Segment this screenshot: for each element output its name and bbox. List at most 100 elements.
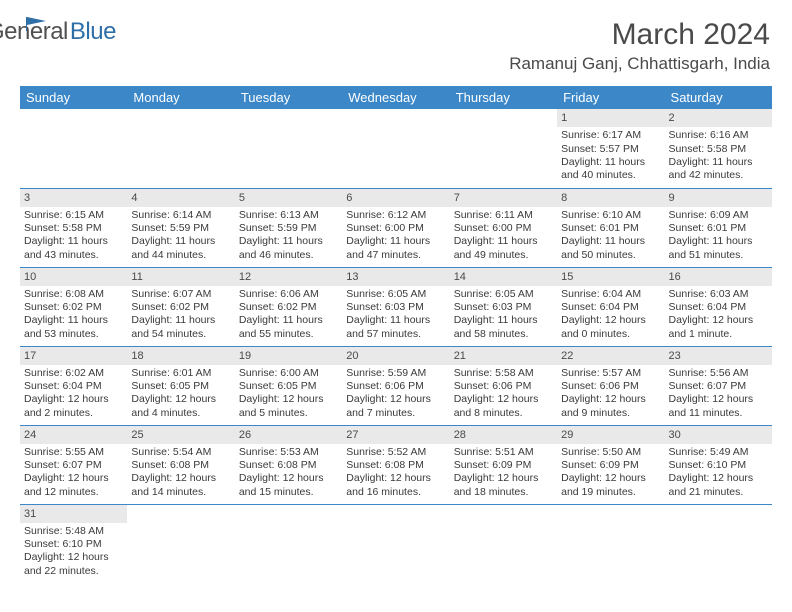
day-number: 14 — [450, 268, 557, 286]
daylight-text: Daylight: 12 hours and 15 minutes. — [239, 472, 338, 499]
sunrise-text: Sunrise: 5:52 AM — [346, 446, 445, 459]
calendar-cell: 6Sunrise: 6:12 AMSunset: 6:00 PMDaylight… — [342, 188, 449, 267]
daylight-text: Daylight: 12 hours and 4 minutes. — [131, 393, 230, 420]
sunrise-text: Sunrise: 6:10 AM — [561, 209, 660, 222]
sunset-text: Sunset: 6:06 PM — [454, 380, 553, 393]
day-content: Sunrise: 6:03 AMSunset: 6:04 PMDaylight:… — [665, 286, 772, 346]
day-content: Sunrise: 5:54 AMSunset: 6:08 PMDaylight:… — [127, 444, 234, 504]
calendar-cell: 23Sunrise: 5:56 AMSunset: 6:07 PMDayligh… — [665, 346, 772, 425]
calendar-cell — [342, 109, 449, 188]
day-number: 2 — [665, 109, 772, 127]
sunset-text: Sunset: 6:10 PM — [669, 459, 768, 472]
sunrise-text: Sunrise: 6:03 AM — [669, 288, 768, 301]
day-content: Sunrise: 5:51 AMSunset: 6:09 PMDaylight:… — [450, 444, 557, 504]
day-content: Sunrise: 6:13 AMSunset: 5:59 PMDaylight:… — [235, 207, 342, 267]
calendar-cell: 30Sunrise: 5:49 AMSunset: 6:10 PMDayligh… — [665, 425, 772, 504]
daylight-text: Daylight: 12 hours and 14 minutes. — [131, 472, 230, 499]
sunset-text: Sunset: 6:02 PM — [131, 301, 230, 314]
day-number: 26 — [235, 426, 342, 444]
daylight-text: Daylight: 12 hours and 9 minutes. — [561, 393, 660, 420]
calendar-cell: 21Sunrise: 5:58 AMSunset: 6:06 PMDayligh… — [450, 346, 557, 425]
daylight-text: Daylight: 11 hours and 47 minutes. — [346, 235, 445, 262]
calendar-table: Sunday Monday Tuesday Wednesday Thursday… — [20, 86, 772, 583]
sunset-text: Sunset: 6:01 PM — [669, 222, 768, 235]
day-content: Sunrise: 6:17 AMSunset: 5:57 PMDaylight:… — [557, 127, 664, 187]
day-number: 15 — [557, 268, 664, 286]
sunrise-text: Sunrise: 5:53 AM — [239, 446, 338, 459]
sunset-text: Sunset: 6:02 PM — [24, 301, 123, 314]
sunrise-text: Sunrise: 5:48 AM — [24, 525, 123, 538]
day-content: Sunrise: 5:55 AMSunset: 6:07 PMDaylight:… — [20, 444, 127, 504]
sunrise-text: Sunrise: 6:04 AM — [561, 288, 660, 301]
calendar-row: 24Sunrise: 5:55 AMSunset: 6:07 PMDayligh… — [20, 425, 772, 504]
calendar-cell — [20, 109, 127, 188]
day-number: 11 — [127, 268, 234, 286]
daylight-text: Daylight: 11 hours and 43 minutes. — [24, 235, 123, 262]
day-content: Sunrise: 6:04 AMSunset: 6:04 PMDaylight:… — [557, 286, 664, 346]
sunrise-text: Sunrise: 6:15 AM — [24, 209, 123, 222]
sunset-text: Sunset: 6:10 PM — [24, 538, 123, 551]
day-number: 4 — [127, 189, 234, 207]
weekday-header: Friday — [557, 86, 664, 109]
day-number: 30 — [665, 426, 772, 444]
sunrise-text: Sunrise: 6:06 AM — [239, 288, 338, 301]
calendar-cell: 29Sunrise: 5:50 AMSunset: 6:09 PMDayligh… — [557, 425, 664, 504]
calendar-cell — [127, 109, 234, 188]
calendar-cell: 27Sunrise: 5:52 AMSunset: 6:08 PMDayligh… — [342, 425, 449, 504]
daylight-text: Daylight: 12 hours and 19 minutes. — [561, 472, 660, 499]
sunrise-text: Sunrise: 6:02 AM — [24, 367, 123, 380]
calendar-cell: 22Sunrise: 5:57 AMSunset: 6:06 PMDayligh… — [557, 346, 664, 425]
calendar-row: 1Sunrise: 6:17 AMSunset: 5:57 PMDaylight… — [20, 109, 772, 188]
day-number: 8 — [557, 189, 664, 207]
calendar-cell: 5Sunrise: 6:13 AMSunset: 5:59 PMDaylight… — [235, 188, 342, 267]
calendar-cell: 17Sunrise: 6:02 AMSunset: 6:04 PMDayligh… — [20, 346, 127, 425]
sunset-text: Sunset: 6:08 PM — [239, 459, 338, 472]
sunrise-text: Sunrise: 6:07 AM — [131, 288, 230, 301]
day-number: 19 — [235, 347, 342, 365]
day-number: 3 — [20, 189, 127, 207]
day-content: Sunrise: 5:48 AMSunset: 6:10 PMDaylight:… — [20, 523, 127, 583]
sunrise-text: Sunrise: 6:09 AM — [669, 209, 768, 222]
calendar-cell — [235, 109, 342, 188]
daylight-text: Daylight: 12 hours and 1 minute. — [669, 314, 768, 341]
sunset-text: Sunset: 6:07 PM — [669, 380, 768, 393]
title-block: March 2024 Ramanuj Ganj, Chhattisgarh, I… — [509, 18, 770, 74]
daylight-text: Daylight: 12 hours and 8 minutes. — [454, 393, 553, 420]
sunset-text: Sunset: 6:06 PM — [561, 380, 660, 393]
calendar-cell: 24Sunrise: 5:55 AMSunset: 6:07 PMDayligh… — [20, 425, 127, 504]
calendar-cell: 16Sunrise: 6:03 AMSunset: 6:04 PMDayligh… — [665, 267, 772, 346]
calendar-cell — [450, 109, 557, 188]
sunrise-text: Sunrise: 6:17 AM — [561, 129, 660, 142]
day-number: 9 — [665, 189, 772, 207]
day-content: Sunrise: 5:56 AMSunset: 6:07 PMDaylight:… — [665, 365, 772, 425]
day-content: Sunrise: 5:57 AMSunset: 6:06 PMDaylight:… — [557, 365, 664, 425]
weekday-header: Saturday — [665, 86, 772, 109]
calendar-cell: 14Sunrise: 6:05 AMSunset: 6:03 PMDayligh… — [450, 267, 557, 346]
daylight-text: Daylight: 11 hours and 54 minutes. — [131, 314, 230, 341]
sunset-text: Sunset: 5:59 PM — [131, 222, 230, 235]
calendar-cell: 28Sunrise: 5:51 AMSunset: 6:09 PMDayligh… — [450, 425, 557, 504]
day-content: Sunrise: 5:59 AMSunset: 6:06 PMDaylight:… — [342, 365, 449, 425]
calendar-row: 17Sunrise: 6:02 AMSunset: 6:04 PMDayligh… — [20, 346, 772, 425]
sunrise-text: Sunrise: 5:59 AM — [346, 367, 445, 380]
day-content: Sunrise: 5:53 AMSunset: 6:08 PMDaylight:… — [235, 444, 342, 504]
calendar-cell — [450, 504, 557, 583]
calendar-cell — [557, 504, 664, 583]
sunset-text: Sunset: 6:05 PM — [239, 380, 338, 393]
calendar-row: 31Sunrise: 5:48 AMSunset: 6:10 PMDayligh… — [20, 504, 772, 583]
sunrise-text: Sunrise: 6:11 AM — [454, 209, 553, 222]
sunset-text: Sunset: 6:07 PM — [24, 459, 123, 472]
day-content: Sunrise: 6:02 AMSunset: 6:04 PMDaylight:… — [20, 365, 127, 425]
sunrise-text: Sunrise: 6:00 AM — [239, 367, 338, 380]
page-title: March 2024 — [509, 18, 770, 52]
daylight-text: Daylight: 11 hours and 46 minutes. — [239, 235, 338, 262]
daylight-text: Daylight: 11 hours and 53 minutes. — [24, 314, 123, 341]
day-number: 17 — [20, 347, 127, 365]
sunrise-text: Sunrise: 6:13 AM — [239, 209, 338, 222]
sunrise-text: Sunrise: 5:57 AM — [561, 367, 660, 380]
sunset-text: Sunset: 6:04 PM — [669, 301, 768, 314]
sunrise-text: Sunrise: 6:14 AM — [131, 209, 230, 222]
day-content: Sunrise: 6:00 AMSunset: 6:05 PMDaylight:… — [235, 365, 342, 425]
daylight-text: Daylight: 11 hours and 55 minutes. — [239, 314, 338, 341]
day-number: 10 — [20, 268, 127, 286]
